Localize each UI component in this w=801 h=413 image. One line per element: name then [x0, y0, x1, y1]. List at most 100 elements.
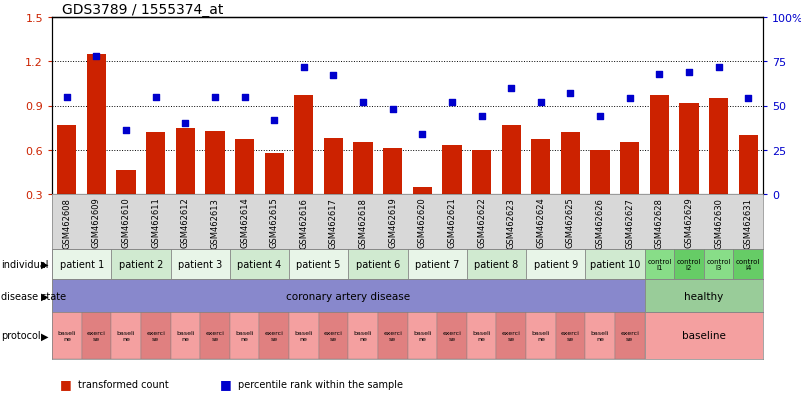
Bar [324, 139, 343, 195]
Text: GSM462625: GSM462625 [566, 197, 575, 248]
Text: GSM462619: GSM462619 [388, 197, 397, 248]
Point [386, 107, 399, 113]
Bar [378, 312, 408, 359]
Bar [408, 249, 467, 279]
Bar [586, 312, 615, 359]
Point [594, 114, 606, 120]
Text: control
l4: control l4 [736, 258, 760, 271]
Text: baseli
ne: baseli ne [176, 330, 195, 341]
Text: GSM462629: GSM462629 [684, 197, 694, 248]
Text: coronary artery disease: coronary artery disease [286, 291, 410, 301]
Text: baseli
ne: baseli ne [354, 330, 372, 341]
Bar [171, 249, 230, 279]
Point [682, 69, 695, 76]
Text: baseli
ne: baseli ne [591, 330, 610, 341]
Bar [171, 312, 200, 359]
Text: GSM462622: GSM462622 [477, 197, 486, 248]
Text: patient 6: patient 6 [356, 259, 400, 269]
Text: patient 10: patient 10 [590, 259, 640, 269]
Bar [704, 249, 734, 279]
Text: individual: individual [1, 259, 48, 269]
Text: control
l3: control l3 [706, 258, 731, 271]
Text: control
l2: control l2 [677, 258, 701, 271]
Text: GSM462610: GSM462610 [122, 197, 131, 248]
Text: GSM462620: GSM462620 [418, 197, 427, 248]
Text: GSM462631: GSM462631 [743, 197, 753, 248]
Point [327, 73, 340, 80]
Text: ▶: ▶ [41, 259, 48, 269]
Text: GSM462621: GSM462621 [448, 197, 457, 248]
Bar [294, 96, 313, 195]
Bar [556, 312, 586, 359]
Bar [590, 150, 610, 195]
Bar [467, 312, 497, 359]
Point [60, 94, 73, 101]
Bar [289, 312, 319, 359]
Bar [52, 279, 645, 312]
Text: exerci
se: exerci se [383, 330, 402, 341]
Bar [353, 143, 372, 195]
Bar [230, 249, 289, 279]
Text: patient 5: patient 5 [296, 259, 340, 269]
Text: ■: ■ [220, 377, 232, 391]
Text: baseli
ne: baseli ne [117, 330, 135, 341]
Bar [561, 133, 580, 195]
Text: GSM462614: GSM462614 [240, 197, 249, 248]
Bar [200, 312, 230, 359]
Text: GSM462608: GSM462608 [62, 197, 71, 248]
Point [712, 64, 725, 71]
Bar [87, 55, 106, 195]
Text: GSM462611: GSM462611 [151, 197, 160, 248]
Bar [264, 153, 284, 195]
Point [534, 100, 547, 106]
Point [475, 114, 488, 120]
Bar [52, 312, 82, 359]
Bar [472, 150, 491, 195]
Point [119, 128, 132, 134]
Bar [383, 149, 402, 195]
Text: healthy: healthy [684, 291, 723, 301]
Bar [235, 140, 254, 195]
Point [149, 94, 162, 101]
Bar [230, 312, 260, 359]
Bar [437, 312, 467, 359]
Text: GSM462624: GSM462624 [537, 197, 545, 248]
Bar [205, 131, 224, 195]
Text: exerci
se: exerci se [620, 330, 639, 341]
Text: control
l1: control l1 [647, 258, 671, 271]
Point [505, 85, 517, 92]
Text: patient 1: patient 1 [59, 259, 104, 269]
Bar [146, 133, 165, 195]
Text: baseli
ne: baseli ne [235, 330, 254, 341]
Bar [645, 279, 763, 312]
Bar [348, 249, 408, 279]
Bar [531, 140, 550, 195]
Bar [650, 96, 669, 195]
Point [653, 71, 666, 78]
Bar [319, 312, 348, 359]
Text: ▶: ▶ [41, 331, 48, 341]
Text: GSM462609: GSM462609 [92, 197, 101, 248]
Bar [111, 249, 171, 279]
Text: patient 8: patient 8 [474, 259, 518, 269]
Text: patient 7: patient 7 [415, 259, 459, 269]
Text: baseline: baseline [682, 331, 726, 341]
Bar [615, 312, 645, 359]
Bar [413, 187, 432, 195]
Text: exerci
se: exerci se [501, 330, 521, 341]
Text: GSM462618: GSM462618 [359, 197, 368, 248]
Text: exerci
se: exerci se [442, 330, 461, 341]
Bar [348, 312, 378, 359]
Text: protocol: protocol [1, 331, 40, 341]
Text: GSM462612: GSM462612 [181, 197, 190, 248]
Bar [645, 312, 763, 359]
Point [90, 54, 103, 60]
Text: GSM462615: GSM462615 [270, 197, 279, 248]
Bar [52, 249, 111, 279]
Point [564, 90, 577, 97]
Bar [408, 312, 437, 359]
Bar [674, 249, 704, 279]
Text: exerci
se: exerci se [206, 330, 224, 341]
Bar [141, 312, 171, 359]
Bar [526, 249, 586, 279]
